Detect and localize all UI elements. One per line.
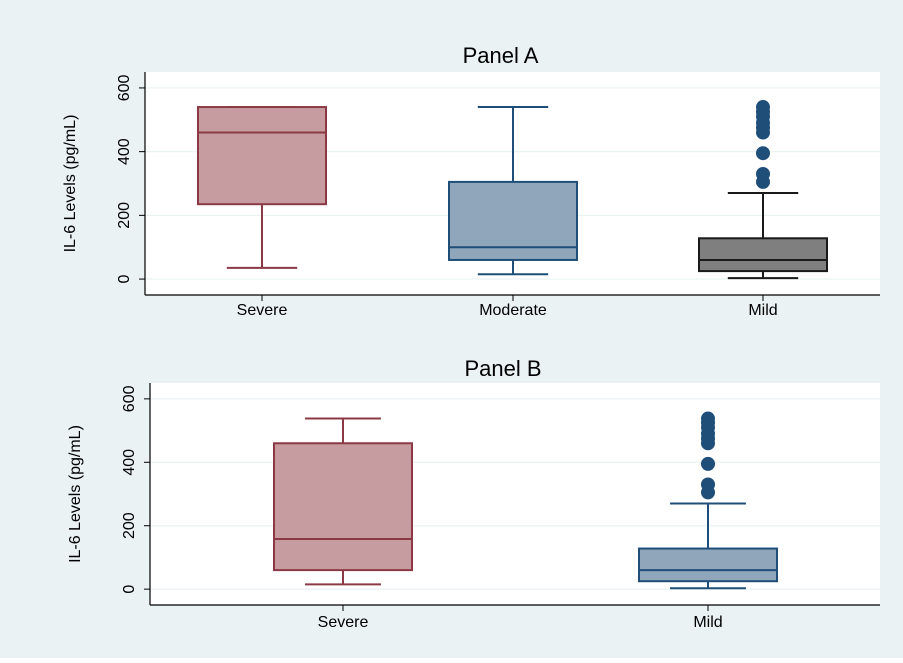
y-tick-label: 400 <box>116 138 133 165</box>
panels: Panel A IL-6 Levels (pg/mL) Severe Moderate… <box>62 43 880 631</box>
box-body <box>273 442 413 572</box>
y-tick-label: 600 <box>116 74 133 101</box>
outlier-point <box>756 166 770 181</box>
outlier-point <box>701 456 715 471</box>
box-body <box>197 106 327 206</box>
y-axis-label: IL-6 Levels (pg/mL) <box>67 425 84 563</box>
x-tick-label: Severe <box>237 302 288 319</box>
panel-a: Panel A IL-6 Levels (pg/mL) Severe Moderate… <box>62 43 880 319</box>
chart-title: Panel A <box>463 43 539 68</box>
box-severe <box>197 106 327 269</box>
box-body <box>638 547 778 583</box>
panel-b: Panel B IL-6 Levels (pg/mL) Severe Mild 0 200… <box>67 356 880 631</box>
x-tick-label: Severe <box>318 614 369 631</box>
y-tick-label: 0 <box>121 585 138 594</box>
y-tick-label: 600 <box>121 385 138 412</box>
y-tick-label: 200 <box>116 202 133 229</box>
y-tick-label: 200 <box>121 512 138 539</box>
x-tick-label: Mild <box>693 614 722 631</box>
chart-title: Panel B <box>464 356 541 381</box>
x-tick-label: Mild <box>748 302 777 319</box>
box-severe <box>273 417 413 586</box>
y-tick-label: 0 <box>116 275 133 284</box>
x-tick-label: Moderate <box>479 302 547 319</box>
outlier-point <box>701 477 715 492</box>
box-body <box>698 237 828 273</box>
outlier-point <box>756 146 770 161</box>
y-tick-label: 400 <box>121 449 138 476</box>
box-mild <box>638 411 778 590</box>
box-body <box>448 180 578 261</box>
outlier-point <box>701 411 715 426</box>
outlier-point <box>756 100 770 115</box>
y-axis-label: IL-6 Levels (pg/mL) <box>62 115 79 253</box>
box-moderate <box>448 106 578 276</box>
box-mild <box>698 100 828 280</box>
